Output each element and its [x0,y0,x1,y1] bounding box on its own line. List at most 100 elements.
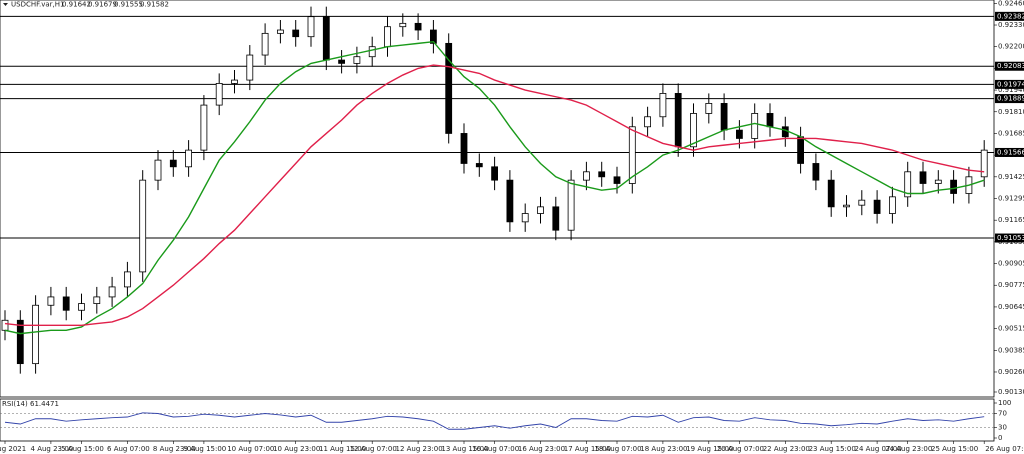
price-panel [0,0,995,398]
candle-body [537,206,544,214]
level-label: 0.92083 [997,62,1024,70]
candle-body [445,42,453,134]
x-tick-label: 25 Aug 15:00 [931,445,978,453]
candle-body [583,171,590,181]
candle-body [78,303,85,311]
candle-body [797,136,804,164]
ma-line [4,40,985,335]
candle-body [873,199,881,214]
candle-body [414,22,422,31]
candle-body [429,29,437,44]
candle-body [567,179,575,231]
x-tick-label: 8 Aug 23:00 [153,445,196,453]
rsi-tick-label: 70 [998,410,1007,418]
candle-body [766,113,774,128]
level-label-box [995,11,1024,21]
candle-body [950,179,957,194]
level-label-box [995,233,1024,243]
candle-body [338,59,346,64]
x-tick-label: 10 Aug 07:00 [227,445,274,453]
candle-body [628,126,636,184]
x-tick-label: 12 Aug 07:00 [350,445,397,453]
candle-body [690,113,697,148]
candle-body [93,296,101,304]
x-tick-label: 5 Aug 15:00 [61,445,104,453]
candle-body [139,179,147,273]
level-label: 0.91566 [997,148,1024,156]
x-tick-label: 11 Aug 15:00 [319,445,366,453]
candle-body [169,159,177,168]
candle-body [720,103,728,131]
candle-body [307,16,315,38]
candle-body [32,304,39,365]
y-tick-label: 0.90385 [998,346,1024,354]
candle-body [506,179,514,223]
candle-body [751,113,759,139]
candle-body [368,46,376,58]
rsi-tick-label: 0 [998,434,1002,442]
x-tick-label: 22 Aug 23:00 [763,445,810,453]
candle-body [399,22,407,28]
candle-body [124,271,131,288]
candle-body [812,163,820,181]
x-tick-label: 12 Aug 23:00 [395,445,442,453]
y-tick-label: 0.90905 [998,260,1024,268]
candle-body [613,176,621,184]
header-value: 0.91582 [140,1,169,9]
y-tick-label: 0.90645 [998,303,1024,311]
candle-body [934,179,942,184]
candle-body [384,26,391,48]
x-tick-label: 18 Aug 23:00 [640,445,687,453]
level-label: 0.92382 [997,12,1024,20]
menu-arrow[interactable] [3,3,8,6]
header-value: 0.91555 [114,1,143,9]
candle-body [261,32,269,56]
candle-body [521,213,529,223]
rsi-panel [0,398,995,442]
y-tick-label: 0.91425 [998,173,1024,181]
x-tick-label: 24 Aug 07:00 [854,445,901,453]
rsi-label: RSI(14) [2,400,28,408]
candle-body [200,104,208,151]
candle-body [185,149,193,168]
level-label: 0.91053 [997,234,1024,242]
chart-title: USDCHF.var,H1 [11,1,65,9]
rsi-tick-label: 30 [998,424,1007,432]
candle-body [491,166,499,181]
candle-body [552,206,560,231]
candle-body [980,149,988,178]
candle-body [475,163,483,168]
level-label-box [995,147,1024,157]
y-tick-label: 0.91295 [998,195,1024,203]
candle-body [598,171,606,178]
level-label: 0.91974 [997,80,1024,88]
y-tick-label: 0.91685 [998,129,1024,137]
candle-body [16,319,24,365]
candle-body [659,93,667,118]
level-label: 0.91889 [997,95,1024,103]
candle-body [353,56,361,64]
level-label-box [995,79,1024,89]
x-tick-label: 4 Aug 23:00 [31,445,74,453]
x-tick-label: 16 Aug 23:00 [518,445,565,453]
candle-body [827,179,835,208]
level-label-box [995,94,1024,104]
candle-body [1,319,9,331]
y-tick-label: 0.90775 [998,281,1024,289]
candle-body [231,79,238,84]
candle-body [62,296,70,311]
candle-body [736,129,743,139]
candle-body [292,29,300,38]
candle-body [215,83,223,106]
x-tick-label: 16 Aug 07:00 [472,445,519,453]
x-tick-label: 13 Aug 15:00 [441,445,488,453]
x-tick-label: 26 Aug 07:00 [985,445,1024,453]
y-tick-label: 0.90515 [998,325,1024,333]
candle-body [154,159,162,181]
ma-line [4,64,985,326]
x-tick-label: 23 Aug 15:00 [809,445,856,453]
